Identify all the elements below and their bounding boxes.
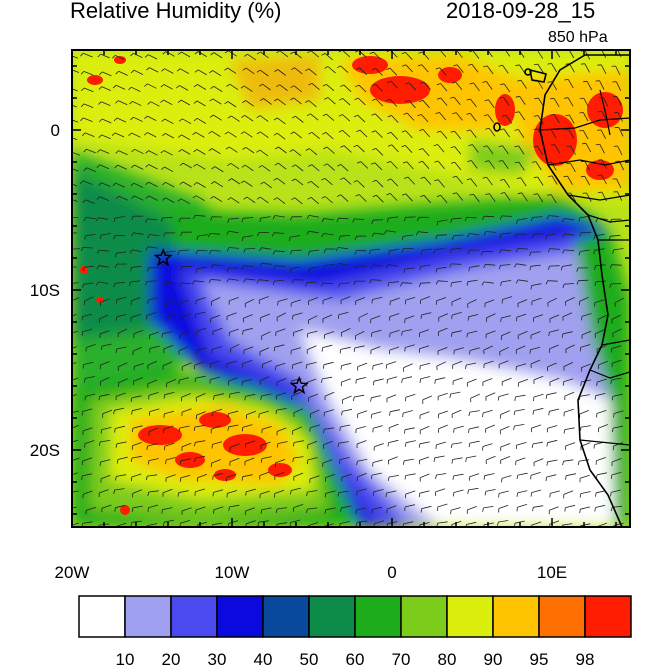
coastline xyxy=(493,54,630,527)
colorbar-swatch xyxy=(538,595,586,638)
colorbar-label: 90 xyxy=(484,650,503,667)
colorbar-swatch xyxy=(584,595,632,638)
star-marker-west xyxy=(153,247,173,267)
colorbar-swatch xyxy=(308,595,356,638)
colorbar-label: 98 xyxy=(576,650,595,667)
axis-tick-labels: 20W 10W 0 10E 0 10S 20S xyxy=(30,121,567,582)
colorbar-label: 95 xyxy=(530,650,549,667)
colorbar-swatch xyxy=(354,595,402,638)
colorbar-swatch xyxy=(124,595,172,638)
wind-barbs xyxy=(72,50,625,527)
colorbar-label: 70 xyxy=(392,650,411,667)
country-borders xyxy=(539,89,630,446)
pressure-level-label: 850 hPa xyxy=(548,29,608,46)
lon-tick-label: 10W xyxy=(215,563,250,582)
lat-tick-label: 20S xyxy=(30,441,60,460)
colorbar: 10 20 30 40 50 60 70 80 90 95 98 xyxy=(78,595,632,667)
valid-time: 2018-09-28_15 xyxy=(446,0,596,23)
colorbar-swatch xyxy=(400,595,448,638)
colorbar-label: 60 xyxy=(346,650,365,667)
map-frame xyxy=(71,49,631,528)
colorbar-label: 40 xyxy=(254,650,273,667)
humidity-field xyxy=(72,50,630,527)
lon-tick-label: 0 xyxy=(387,563,396,582)
colorbar-swatch xyxy=(170,595,218,638)
colorbar-label: 10 xyxy=(116,650,135,667)
lat-tick-label: 10S xyxy=(30,281,60,300)
colorbar-swatch xyxy=(446,595,494,638)
colorbar-label: 80 xyxy=(438,650,457,667)
colorbar-label: 50 xyxy=(300,650,319,667)
colorbar-swatch xyxy=(216,595,264,638)
colorbar-swatch xyxy=(78,595,126,638)
map-title: Relative Humidity (%) xyxy=(70,0,282,23)
colorbar-swatch xyxy=(492,595,540,638)
lon-tick-label: 20W xyxy=(55,563,90,582)
star-marker-south xyxy=(289,375,309,395)
location-markers xyxy=(153,247,309,395)
colorbar-label: 20 xyxy=(162,650,181,667)
colorbar-label: 30 xyxy=(208,650,227,667)
axis-ticks xyxy=(71,50,630,527)
colorbar-swatch xyxy=(262,595,310,638)
lon-tick-label: 10E xyxy=(537,563,567,582)
lat-tick-label: 0 xyxy=(51,121,60,140)
